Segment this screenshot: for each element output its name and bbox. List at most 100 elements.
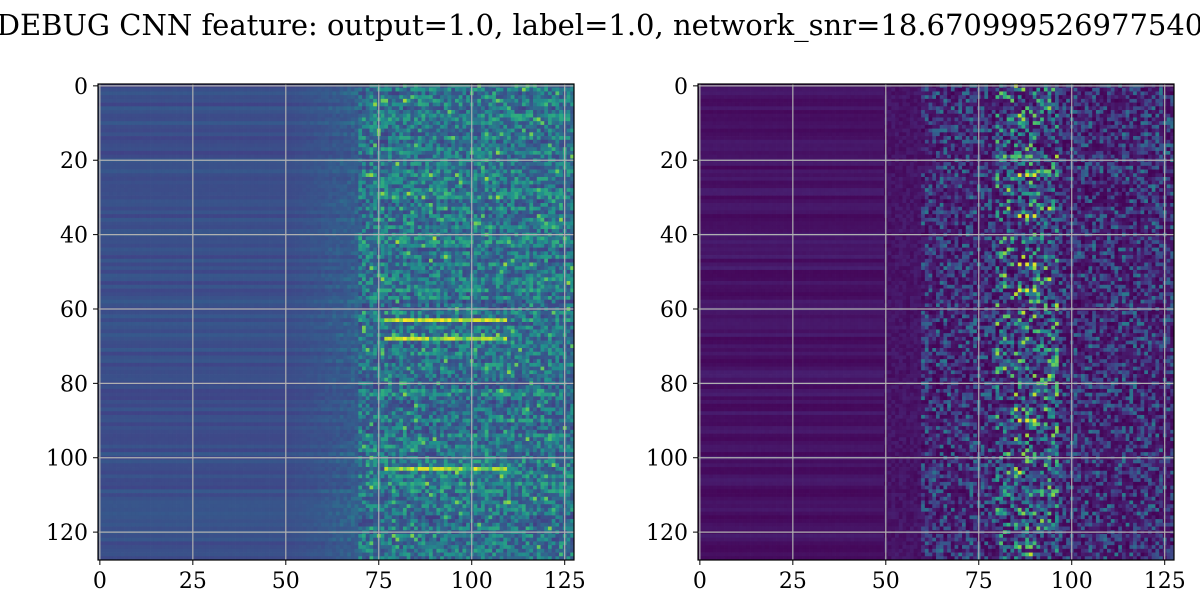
heatmap-cell	[179, 184, 184, 189]
heatmap-cell	[406, 147, 411, 152]
heatmap-cell	[105, 98, 110, 103]
heatmap-cell	[313, 106, 318, 111]
heatmap-cell	[499, 199, 504, 204]
heatmap-cell	[447, 124, 452, 129]
heatmap-cell	[451, 132, 456, 137]
heatmap-cell	[168, 203, 173, 208]
heatmap-cell	[291, 128, 296, 133]
heatmap-cell	[205, 191, 210, 196]
heatmap-cell	[354, 124, 359, 129]
heatmap-cell	[373, 110, 378, 115]
heatmap-cell	[391, 206, 396, 211]
heatmap-cell	[250, 98, 255, 103]
heatmap-cell	[172, 121, 177, 126]
heatmap-cell	[369, 117, 374, 122]
heatmap-cell	[202, 217, 207, 222]
heatmap-cell	[484, 132, 489, 137]
heatmap-cell	[164, 121, 170, 126]
heatmap-cell	[455, 117, 460, 122]
heatmap-cell	[157, 113, 162, 118]
heatmap-cell	[150, 169, 155, 174]
heatmap-cell	[302, 180, 307, 185]
heatmap-cell	[194, 206, 199, 211]
heatmap-cell	[261, 191, 266, 196]
heatmap-cell	[432, 188, 437, 193]
heatmap-cell	[559, 139, 564, 144]
heatmap-cell	[153, 225, 158, 230]
heatmap-cell	[399, 162, 404, 167]
heatmap-cell	[417, 165, 422, 170]
heatmap-cell	[109, 199, 114, 204]
heatmap-cell	[380, 180, 385, 185]
heatmap-cell	[425, 180, 430, 185]
heatmap-cell	[317, 225, 322, 230]
heatmap-cell	[313, 150, 318, 156]
heatmap-cell	[272, 87, 277, 92]
heatmap-cell	[533, 128, 538, 133]
heatmap-cell	[146, 117, 151, 122]
heatmap-cell	[213, 98, 218, 103]
heatmap-cell	[395, 206, 400, 211]
heatmap-cell	[198, 98, 203, 103]
heatmap-cell	[142, 195, 147, 200]
heatmap-cell	[202, 210, 207, 215]
heatmap-cell	[477, 176, 482, 182]
heatmap-cell	[495, 173, 500, 178]
heatmap-cell	[321, 102, 326, 107]
heatmap-cell	[358, 121, 363, 126]
heatmap-cell	[239, 87, 244, 92]
heatmap-cell	[358, 136, 363, 141]
heatmap-cell	[399, 203, 404, 208]
heatmap-cell	[153, 150, 158, 156]
heatmap-cell	[529, 113, 534, 118]
heatmap-cell	[239, 110, 244, 115]
heatmap-cell	[399, 188, 404, 193]
heatmap-cell	[521, 184, 527, 189]
heatmap-cell	[120, 184, 125, 189]
heatmap-cell	[436, 165, 441, 170]
heatmap-cell	[217, 117, 222, 122]
heatmap-cell	[309, 102, 315, 107]
heatmap-cell	[321, 106, 326, 111]
heatmap-cell	[194, 113, 199, 118]
heatmap-cell	[243, 136, 248, 141]
heatmap-cell	[306, 203, 311, 208]
heatmap-cell	[514, 143, 519, 148]
heatmap-cell	[492, 188, 497, 193]
heatmap-cell	[164, 113, 170, 118]
heatmap-cell	[250, 106, 255, 111]
heatmap-cell	[347, 150, 352, 156]
heatmap-cell	[570, 214, 575, 219]
heatmap-cell	[492, 203, 497, 208]
heatmap-cell	[153, 110, 158, 115]
heatmap-cell	[272, 121, 277, 126]
heatmap-cell	[559, 147, 564, 152]
heatmap-cell	[391, 106, 396, 111]
heatmap-cell	[246, 180, 251, 185]
heatmap-cell	[540, 203, 545, 208]
heatmap-cell	[555, 98, 560, 103]
heatmap-cell	[365, 87, 370, 92]
heatmap-cell	[536, 180, 541, 185]
heatmap-cell	[536, 106, 541, 111]
heatmap-cell	[514, 165, 519, 170]
heatmap-cell	[547, 139, 553, 144]
heatmap-cell	[239, 173, 244, 178]
heatmap-cell	[109, 87, 114, 92]
heatmap-cell	[492, 95, 497, 100]
heatmap-cell	[172, 206, 177, 211]
heatmap-cell	[451, 121, 456, 126]
heatmap-cell	[231, 188, 236, 193]
heatmap-cell	[380, 91, 385, 96]
heatmap-cell	[488, 184, 493, 189]
heatmap-cell	[269, 188, 274, 193]
heatmap-cell	[254, 139, 259, 144]
heatmap-cell	[395, 117, 400, 122]
heatmap-cell	[254, 203, 259, 208]
heatmap-cell	[124, 225, 129, 230]
heatmap-cell	[120, 110, 125, 115]
heatmap-cell	[466, 102, 471, 107]
heatmap-cell	[269, 214, 274, 219]
heatmap-cell	[120, 136, 125, 141]
heatmap-cell	[343, 110, 348, 115]
